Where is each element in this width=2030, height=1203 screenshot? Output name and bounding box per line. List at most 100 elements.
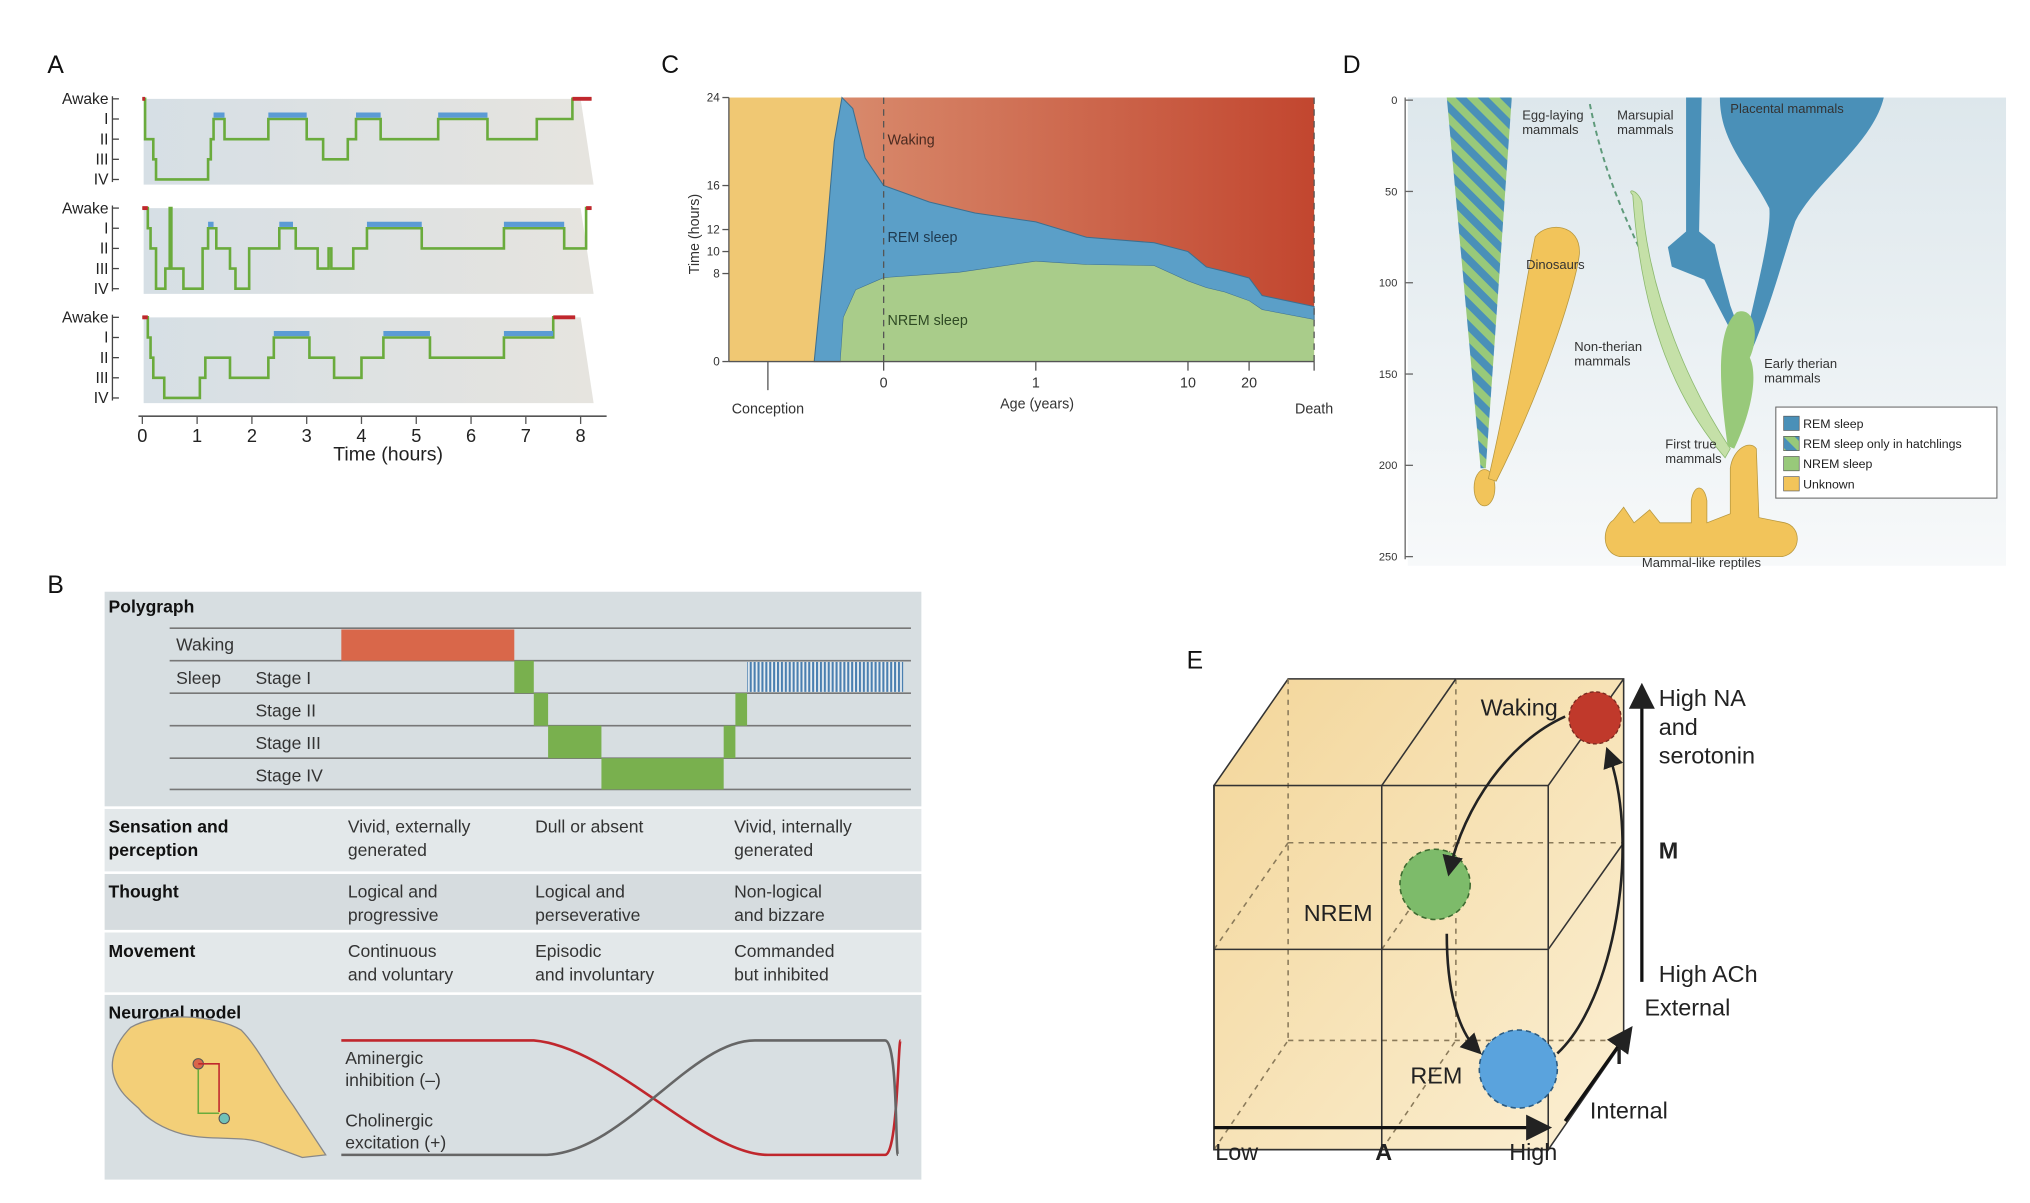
rem-sphere	[1478, 1029, 1559, 1109]
rem-bar	[747, 661, 904, 692]
y-tick-label: 8	[713, 267, 720, 280]
stage-label: III	[96, 370, 109, 387]
y-tick-label: 250	[1379, 552, 1397, 564]
nrem-to-rem-arrow	[1445, 933, 1482, 1055]
cell-waking: Continuous	[348, 941, 437, 961]
sleep-lifespan-chart: 0 8 10 12 16 24 Conception 0 1 10 20 Death Age (year…	[687, 91, 1333, 417]
panel-b: B Polygraph Waking Sleep Stage I Stage I…	[47, 572, 922, 1180]
lineage-label: mammals	[1574, 353, 1631, 368]
row-stage-4: Stage IV	[255, 766, 323, 786]
x-tick-label: 1	[192, 426, 202, 446]
waking-label: Waking	[1481, 694, 1558, 720]
polygraph: Waking Sleep Stage I Stage II Stage III …	[169, 627, 911, 791]
y-tick-label: 200	[1379, 460, 1397, 472]
x-tick-label: 7	[521, 426, 531, 446]
m-axis-top-label: High NA	[1659, 685, 1746, 711]
stage-bar	[514, 660, 534, 694]
lineage-label: Early therian	[1764, 356, 1837, 371]
y-tick-label: 24	[707, 91, 721, 104]
x-tick-label: 0	[137, 426, 147, 446]
rem-bar	[366, 221, 422, 227]
legend-swatch	[1783, 436, 1800, 451]
x-tick-label: 10	[1180, 376, 1196, 392]
x-tick-label: Conception	[732, 402, 804, 418]
legend-label: Unknown	[1803, 477, 1855, 491]
panel-d-label: D	[1343, 52, 1361, 79]
stage-bar	[723, 725, 736, 759]
row-header: Thought	[109, 881, 179, 901]
waking-area	[841, 97, 1315, 307]
rem-bar	[503, 330, 554, 337]
row-stage-3: Stage III	[255, 733, 320, 753]
cell-rem: but inhibited	[734, 965, 829, 985]
cell-nrem: and involuntary	[535, 965, 654, 985]
series-label-nrem: NREM sleep	[888, 313, 968, 329]
waking-to-nrem-arrow	[1442, 715, 1566, 877]
x-tick-label: 4	[356, 426, 366, 446]
rem-to-waking-arrow	[1556, 746, 1624, 1055]
sleep-stage-trace	[142, 206, 592, 291]
lineage-label: mammals	[1665, 451, 1722, 466]
x-tick-label: 20	[1241, 376, 1257, 392]
rem-bar	[213, 112, 225, 118]
cell-rem: and bizzare	[734, 905, 825, 925]
panel-e: E Waking NREM REM High NA and	[1187, 647, 1758, 1165]
i-axis-arrow	[1563, 1026, 1633, 1123]
m-axis-top-label: serotonin	[1659, 742, 1755, 768]
y-tick-label: 16	[707, 179, 720, 192]
cell-waking: and voluntary	[348, 965, 454, 985]
row-waking: Waking	[176, 634, 234, 654]
waking-bar	[341, 629, 515, 661]
cell-rem: Commanded	[734, 941, 834, 961]
polygraph-title: Polygraph	[109, 597, 195, 617]
stage-label: I	[104, 220, 108, 237]
stage-label: III	[96, 261, 109, 278]
stage-label: II	[100, 241, 109, 258]
lineage-label: mammals	[1617, 122, 1674, 137]
cholinergic-label: excitation (+)	[345, 1132, 446, 1152]
x-tick-label: Death	[1295, 402, 1333, 418]
y-tick-label: 0	[713, 355, 720, 368]
legend-swatch	[1783, 415, 1800, 431]
series-label-waking: Waking	[888, 132, 935, 148]
placental-lineage	[1719, 97, 1884, 365]
stage-label: IV	[94, 390, 109, 407]
lineage-label: Mammal-like reptiles	[1642, 555, 1762, 570]
lineage-label: Dinosaurs	[1526, 257, 1585, 272]
rem-bar	[208, 221, 214, 227]
rem-bar	[273, 330, 310, 337]
table-row: Sensation and perception Vivid, externally…	[109, 816, 852, 859]
mammal-like-reptiles	[1604, 444, 1798, 558]
cell-nrem: perseverative	[535, 905, 640, 925]
legend: REM sleep REM sleep only in hatchlings NRE…	[1775, 406, 1998, 499]
series-label-rem: REM sleep	[888, 230, 958, 246]
cell-waking: generated	[348, 840, 427, 860]
dinosaurs-lineage	[1487, 226, 1580, 482]
hypnogram-background	[143, 317, 594, 404]
hypnogram-background	[143, 208, 594, 294]
rem-bar	[268, 112, 307, 118]
a-axis-high-label: High	[1509, 1139, 1557, 1165]
lineage-label: mammals	[1764, 370, 1821, 385]
stage-label: Awake	[62, 200, 109, 217]
a-axis-name: A	[1375, 1139, 1392, 1165]
lineage-label: First true	[1665, 437, 1716, 452]
stage-label: II	[100, 350, 109, 367]
stage-bar	[533, 693, 549, 726]
rem-label: REM	[1410, 1062, 1462, 1088]
stage-label: I	[104, 330, 108, 347]
marsupial-lineage	[1667, 97, 1744, 345]
panel-a-label: A	[47, 52, 64, 79]
legend-label: REM sleep only in hatchlings	[1803, 437, 1962, 451]
stage-bar	[735, 693, 748, 726]
cell-waking: Logical and	[348, 881, 438, 901]
legend-label: NREM sleep	[1803, 457, 1872, 471]
stage-label: Awake	[62, 91, 109, 108]
row-header: perception	[109, 840, 199, 860]
y-tick-label: 150	[1379, 369, 1397, 381]
rem-bar	[383, 330, 430, 337]
